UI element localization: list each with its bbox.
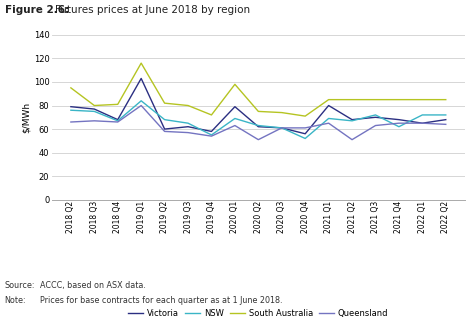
Victoria <box>326 104 331 107</box>
NSW <box>255 124 261 127</box>
Victoria <box>419 121 425 125</box>
Queensland <box>68 120 74 124</box>
South Australia <box>279 111 284 114</box>
Queensland <box>302 126 308 130</box>
Victoria <box>349 118 355 121</box>
Legend: Victoria, NSW, South Australia, Queensland: Victoria, NSW, South Australia, Queensla… <box>125 306 392 317</box>
South Australia <box>255 109 261 113</box>
South Australia <box>68 86 74 90</box>
South Australia <box>209 113 214 117</box>
Text: Prices for base contracts for each quarter as at 1 June 2018.: Prices for base contracts for each quart… <box>40 296 283 305</box>
Victoria <box>302 132 308 136</box>
NSW <box>138 99 144 103</box>
Victoria <box>232 105 238 109</box>
Victoria <box>185 125 191 129</box>
Victoria <box>91 107 97 111</box>
Queensland <box>279 126 284 130</box>
South Australia <box>302 114 308 118</box>
Queensland <box>443 122 448 126</box>
Queensland <box>138 104 144 107</box>
NSW <box>396 125 402 129</box>
South Australia <box>419 98 425 101</box>
NSW <box>91 109 97 113</box>
South Australia <box>443 98 448 101</box>
NSW <box>443 113 448 117</box>
Queensland <box>349 138 355 142</box>
NSW <box>349 119 355 123</box>
NSW <box>115 119 120 123</box>
Y-axis label: $/MWh: $/MWh <box>22 102 31 133</box>
Queensland <box>185 131 191 134</box>
Victoria <box>162 127 167 131</box>
Victoria <box>255 125 261 129</box>
Text: ACCC, based on ASX data.: ACCC, based on ASX data. <box>40 281 146 289</box>
Line: South Australia: South Australia <box>71 63 446 116</box>
South Australia <box>396 98 402 101</box>
Victoria <box>115 118 120 121</box>
Queensland <box>115 120 120 124</box>
NSW <box>279 126 284 130</box>
Victoria <box>209 130 214 133</box>
NSW <box>209 133 214 137</box>
South Australia <box>185 104 191 107</box>
Text: Figure 2.6:: Figure 2.6: <box>5 5 69 15</box>
NSW <box>185 121 191 125</box>
Queensland <box>419 121 425 125</box>
Victoria <box>443 118 448 121</box>
South Australia <box>349 98 355 101</box>
South Australia <box>91 104 97 107</box>
Victoria <box>68 105 74 109</box>
Victoria <box>279 126 284 130</box>
Text: Source:: Source: <box>5 281 35 289</box>
South Australia <box>138 61 144 65</box>
South Australia <box>115 102 120 106</box>
South Australia <box>162 101 167 105</box>
NSW <box>162 118 167 121</box>
Queensland <box>209 134 214 138</box>
Victoria <box>396 118 402 121</box>
South Australia <box>373 98 378 101</box>
South Australia <box>232 82 238 86</box>
Queensland <box>396 121 402 125</box>
NSW <box>419 113 425 117</box>
South Australia <box>326 98 331 101</box>
Text: Note:: Note: <box>5 296 27 305</box>
NSW <box>68 108 74 112</box>
NSW <box>326 117 331 120</box>
NSW <box>302 137 308 140</box>
Queensland <box>162 130 167 133</box>
Queensland <box>373 124 378 127</box>
Line: NSW: NSW <box>71 101 446 139</box>
NSW <box>232 117 238 120</box>
Queensland <box>91 119 97 123</box>
Line: Victoria: Victoria <box>71 78 446 134</box>
Queensland <box>232 124 238 127</box>
Victoria <box>373 115 378 119</box>
Queensland <box>326 121 331 125</box>
Text: Futures prices at June 2018 by region: Futures prices at June 2018 by region <box>55 5 250 15</box>
Queensland <box>255 138 261 142</box>
Line: Queensland: Queensland <box>71 106 446 140</box>
Victoria <box>138 76 144 80</box>
NSW <box>373 113 378 117</box>
